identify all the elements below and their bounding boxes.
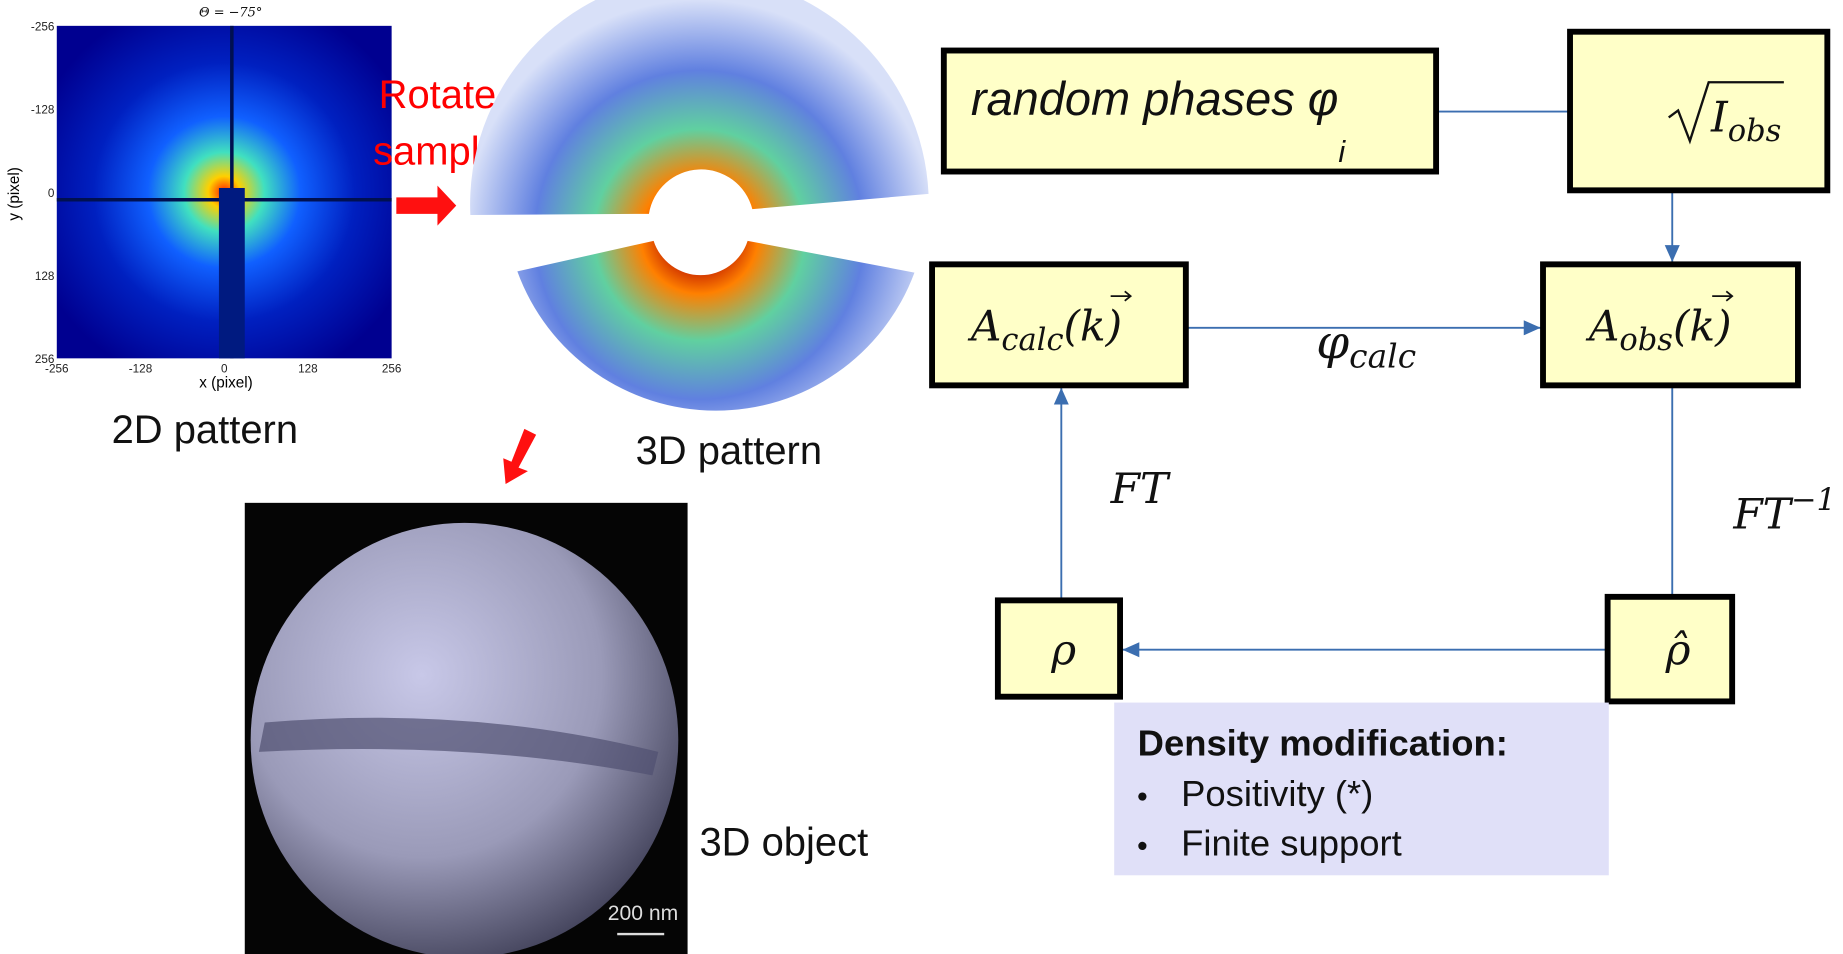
pattern-3d-lower: [517, 241, 914, 411]
arrow-down: [503, 429, 536, 484]
note-title: Density modification:: [1138, 722, 1508, 763]
node-text: random phases φ: [971, 72, 1339, 125]
bullet: [1138, 842, 1146, 850]
edge-text: FT: [1732, 490, 1793, 539]
note-item: Finite support: [1181, 822, 1402, 863]
y-tick-label: 128: [35, 270, 55, 283]
node-label: ρ̂: [1665, 625, 1691, 674]
node-label: ρ: [1050, 625, 1076, 674]
arrow-right: [396, 186, 456, 226]
node-arg: (k): [1673, 302, 1732, 351]
y-tick-label: -128: [31, 104, 55, 117]
edge-label: FT−1: [1732, 483, 1836, 539]
y-tick-label: 0: [48, 187, 55, 200]
caption: 3D pattern: [636, 429, 823, 473]
node-sub: obs: [1728, 114, 1782, 149]
caption: 3D object: [699, 820, 868, 864]
rotate-label: Rotate: [379, 73, 497, 117]
beamstop: [219, 188, 245, 358]
y-tick-label: 256: [35, 353, 55, 366]
x-axis-label: x (pixel): [199, 375, 252, 392]
edge-label: φcalc: [1316, 315, 1416, 375]
edge-text: φ: [1316, 315, 1349, 370]
node-sub: i: [1338, 135, 1346, 169]
plot-title: Θ = −75°: [199, 5, 262, 20]
y-axis-label: y (pixel): [6, 167, 23, 220]
y-tick-label: -256: [31, 21, 55, 34]
pattern-3d-upper: [470, 0, 928, 215]
edge-sup: −1: [1791, 483, 1836, 518]
scale-bar-label: 200 nm: [608, 902, 678, 925]
crop-mask: [688, 503, 758, 954]
node-text: A: [967, 302, 1002, 351]
node-arg: (k): [1064, 302, 1123, 351]
x-tick-label: 0: [221, 362, 228, 375]
x-tick-label: 128: [298, 362, 318, 375]
x-tick-label: -128: [129, 362, 153, 375]
slide: Θ = −75° x (pixel) y (pixel) -256 -128 0 12…: [0, 0, 1843, 954]
pattern-2d: Θ = −75° x (pixel) y (pixel) -256 -128 0 12…: [6, 5, 402, 391]
edge-sub: calc: [1349, 337, 1416, 376]
caption: 2D pattern: [112, 408, 299, 452]
node-text: I: [1710, 93, 1729, 142]
node-text: A: [1585, 302, 1620, 351]
edge-label: FT: [1110, 464, 1171, 513]
node-sub: calc: [1001, 323, 1063, 358]
node-sub: obs: [1619, 323, 1673, 358]
note-item: Positivity (*): [1181, 773, 1373, 814]
x-tick-label: 256: [382, 362, 402, 375]
bullet: [1138, 792, 1146, 800]
